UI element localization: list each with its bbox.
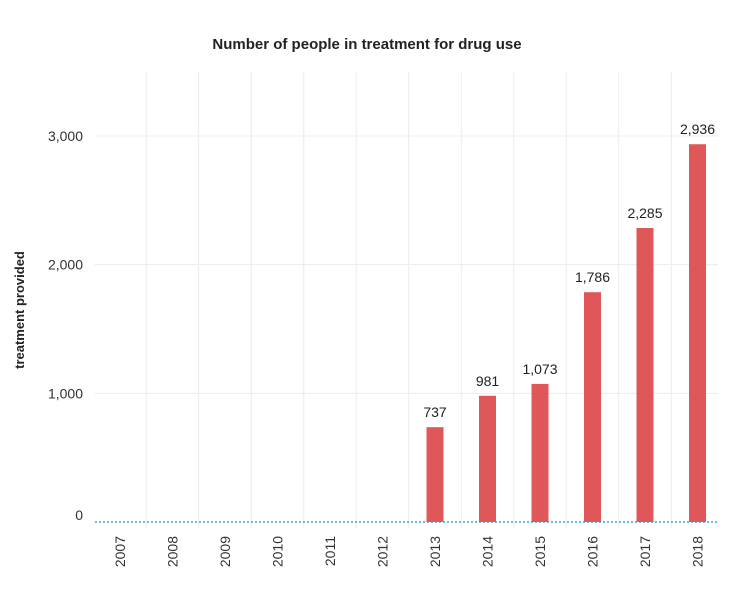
y-tick-label: 0 xyxy=(75,507,83,523)
x-tick-label-2012: 2012 xyxy=(375,536,391,567)
x-tick-label-2008: 2008 xyxy=(165,536,181,567)
x-tick-label-2017: 2017 xyxy=(637,536,653,567)
data-label-2017: 2,285 xyxy=(627,205,662,221)
bar-2016[interactable] xyxy=(584,292,601,522)
y-axis-title: treatment provided xyxy=(12,251,27,369)
bar-2014[interactable] xyxy=(479,395,496,522)
data-label-2016: 1,786 xyxy=(575,269,610,285)
bars xyxy=(426,144,706,522)
data-label-2018: 2,936 xyxy=(680,121,715,137)
chart-title: Number of people in treatment for drug u… xyxy=(212,36,522,53)
x-tick-label-2015: 2015 xyxy=(532,536,548,567)
x-tick-label-2014: 2014 xyxy=(480,536,496,567)
y-tick-label: 2,000 xyxy=(48,257,83,273)
data-label-2015: 1,073 xyxy=(522,361,557,377)
bar-2015[interactable] xyxy=(531,383,549,522)
x-tick-label-2009: 2009 xyxy=(217,536,233,567)
x-tick-label-2013: 2013 xyxy=(427,536,443,567)
x-tick-label-2007: 2007 xyxy=(112,536,128,567)
grid-lines xyxy=(95,72,718,528)
bar-2018[interactable] xyxy=(689,144,706,522)
bar-2017[interactable] xyxy=(636,227,654,522)
y-tick-label: 1,000 xyxy=(48,385,83,401)
y-tick-label: 3,000 xyxy=(48,128,83,144)
data-labels: 737 981 1,073 1,786 2,285 2,936 xyxy=(423,121,715,420)
bar-2013[interactable] xyxy=(426,427,444,522)
data-label-2014: 981 xyxy=(476,373,500,389)
x-tick-label-2011: 2011 xyxy=(322,536,338,566)
y-axis-ticks: 0 1,000 2,000 3,000 xyxy=(48,128,83,523)
data-label-2013: 737 xyxy=(423,404,447,420)
x-axis-ticks: 2007 2008 2009 2010 2011 2012 2013 2014 2015 2016… xyxy=(112,536,706,567)
x-tick-label-2018: 2018 xyxy=(690,536,706,567)
x-tick-label-2016: 2016 xyxy=(585,536,601,567)
x-tick-label-2010: 2010 xyxy=(270,536,286,567)
